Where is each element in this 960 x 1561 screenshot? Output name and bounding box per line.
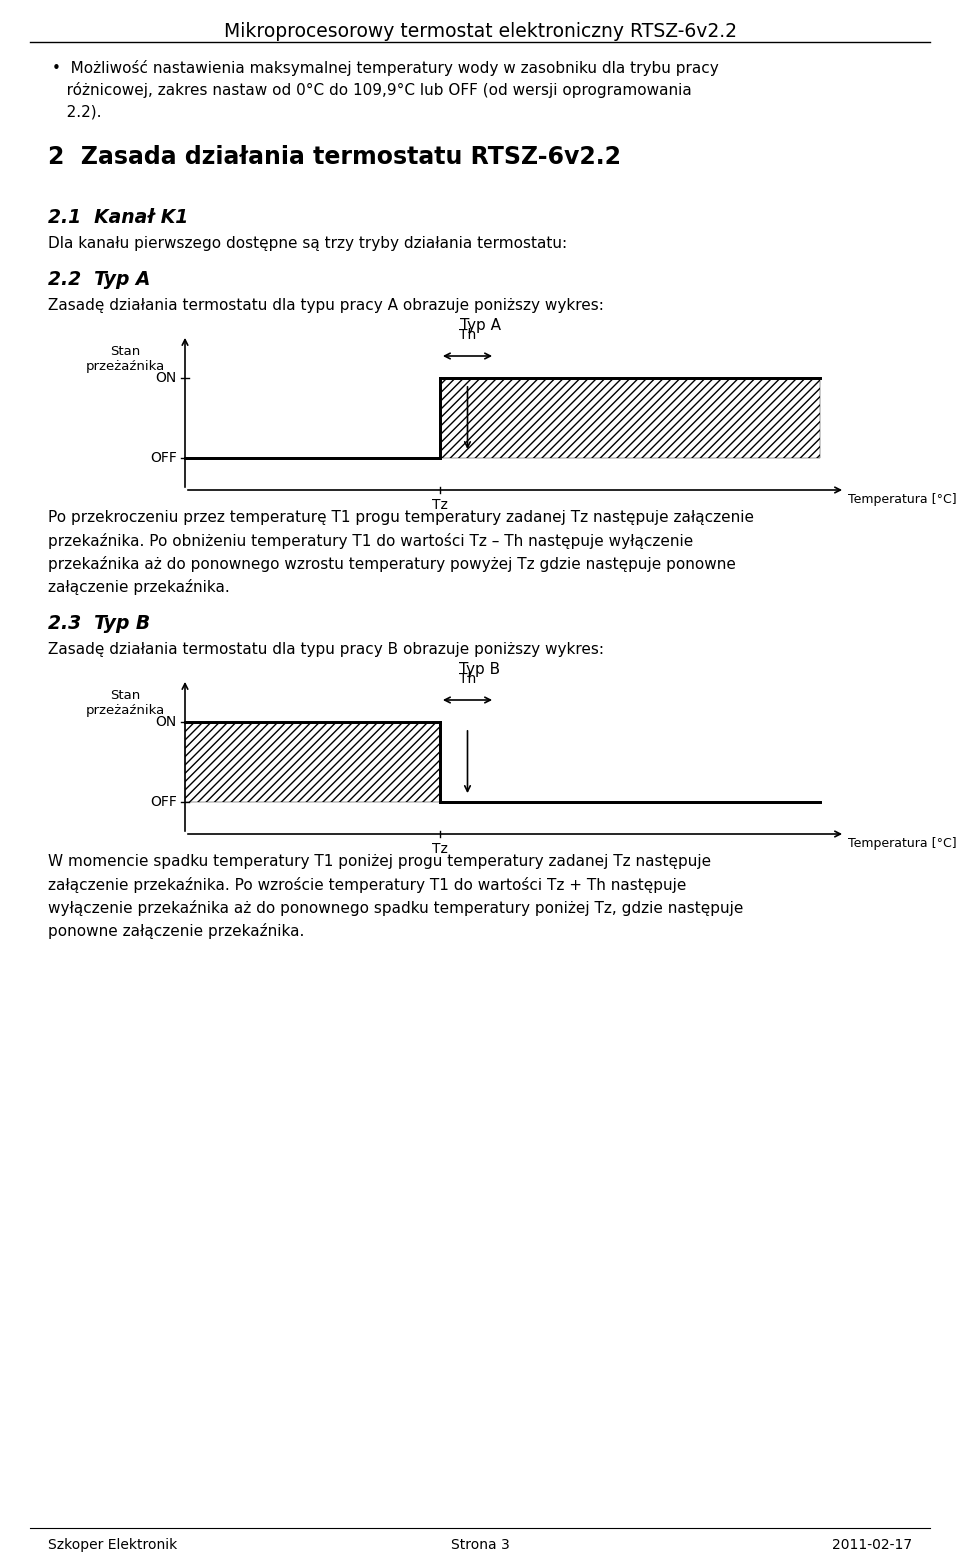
Text: W momencie spadku temperatury T1 poniżej progu temperatury zadanej Tz następuje: W momencie spadku temperatury T1 poniżej… bbox=[48, 854, 711, 869]
Text: 2.2).: 2.2). bbox=[52, 105, 102, 119]
Text: Mikroprocesorowy termostat elektroniczny RTSZ-6v2.2: Mikroprocesorowy termostat elektroniczny… bbox=[224, 22, 736, 41]
Text: Temperatura [°C]: Temperatura [°C] bbox=[848, 837, 956, 851]
Text: OFF: OFF bbox=[150, 795, 177, 809]
Text: Th: Th bbox=[459, 671, 476, 685]
Text: ON: ON bbox=[156, 715, 177, 729]
Text: przeżaźnika: przeżaźnika bbox=[85, 361, 164, 373]
Text: 2.2  Typ A: 2.2 Typ A bbox=[48, 270, 151, 289]
Text: 2.3  Typ B: 2.3 Typ B bbox=[48, 613, 150, 634]
Text: załączenie przekaźnika. Po wzroście temperatury T1 do wartości Tz + Th następuje: załączenie przekaźnika. Po wzroście temp… bbox=[48, 877, 686, 893]
Text: przekaźnika. Po obniżeniu temperatury T1 do wartości Tz – Th następuje wyłączeni: przekaźnika. Po obniżeniu temperatury T1… bbox=[48, 532, 693, 549]
Text: 2011-02-17: 2011-02-17 bbox=[832, 1538, 912, 1552]
Text: Stan: Stan bbox=[109, 688, 140, 702]
Text: Zasadę działania termostatu dla typu pracy A obrazuje poniższy wykres:: Zasadę działania termostatu dla typu pra… bbox=[48, 298, 604, 314]
Text: Zasadę działania termostatu dla typu pracy B obrazuje poniższy wykres:: Zasadę działania termostatu dla typu pra… bbox=[48, 642, 604, 657]
Text: Tz: Tz bbox=[432, 841, 448, 855]
Text: załączenie przekaźnika.: załączenie przekaźnika. bbox=[48, 579, 229, 595]
Text: Szkoper Elektronik: Szkoper Elektronik bbox=[48, 1538, 178, 1552]
Text: Temperatura [°C]: Temperatura [°C] bbox=[848, 493, 956, 506]
Text: Stan: Stan bbox=[109, 345, 140, 357]
Text: ponowne załączenie przekaźnika.: ponowne załączenie przekaźnika. bbox=[48, 923, 304, 940]
Text: ON: ON bbox=[156, 372, 177, 386]
Text: Typ A: Typ A bbox=[460, 318, 500, 332]
Text: 2  Zasada działania termostatu RTSZ-6v2.2: 2 Zasada działania termostatu RTSZ-6v2.2 bbox=[48, 145, 621, 169]
Text: Tz: Tz bbox=[432, 498, 448, 512]
Polygon shape bbox=[185, 723, 440, 802]
Text: 2.1  Kanał K1: 2.1 Kanał K1 bbox=[48, 208, 188, 226]
Text: wyłączenie przekaźnika aż do ponownego spadku temperatury poniżej Tz, gdzie nast: wyłączenie przekaźnika aż do ponownego s… bbox=[48, 901, 743, 916]
Text: Strona 3: Strona 3 bbox=[450, 1538, 510, 1552]
Text: Typ B: Typ B bbox=[460, 662, 500, 677]
Text: przeżaźnika: przeżaźnika bbox=[85, 704, 164, 716]
Text: OFF: OFF bbox=[150, 451, 177, 465]
Text: Po przekroczeniu przez temperaturę T1 progu temperatury zadanej Tz następuje zał: Po przekroczeniu przez temperaturę T1 pr… bbox=[48, 510, 754, 524]
Polygon shape bbox=[440, 378, 820, 457]
Text: Th: Th bbox=[459, 328, 476, 342]
Text: Dla kanału pierwszego dostępne są trzy tryby działania termostatu:: Dla kanału pierwszego dostępne są trzy t… bbox=[48, 236, 567, 251]
Text: różnicowej, zakres nastaw od 0°C do 109,9°C lub OFF (od wersji oprogramowania: różnicowej, zakres nastaw od 0°C do 109,… bbox=[52, 83, 692, 98]
Text: przekaźnika aż do ponownego wzrostu temperatury powyżej Tz gdzie następuje ponow: przekaźnika aż do ponownego wzrostu temp… bbox=[48, 556, 736, 571]
Text: •  Możliwość nastawienia maksymalnej temperatury wody w zasobniku dla trybu prac: • Możliwość nastawienia maksymalnej temp… bbox=[52, 59, 719, 76]
